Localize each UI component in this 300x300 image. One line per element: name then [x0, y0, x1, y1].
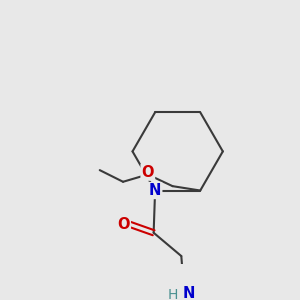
- Text: O: O: [117, 217, 130, 232]
- Text: N: N: [183, 286, 195, 300]
- Text: H: H: [167, 288, 178, 300]
- Text: O: O: [142, 165, 154, 180]
- Text: N: N: [149, 183, 161, 198]
